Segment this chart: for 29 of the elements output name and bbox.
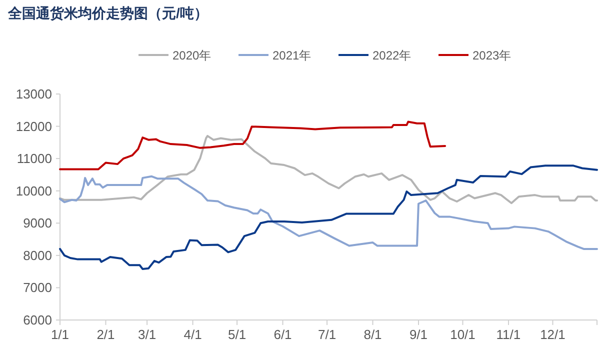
y-tick-label: 11000	[16, 151, 52, 166]
y-tick-label: 13000	[16, 86, 52, 102]
legend-label: 2020年	[172, 48, 212, 62]
x-tick-label: 2/1	[96, 327, 115, 342]
y-tick-label: 7000	[23, 280, 52, 296]
y-tick-label: 6000	[23, 312, 52, 328]
x-tick-label: 11/1	[496, 327, 521, 342]
x-tick-label: 3/1	[138, 327, 156, 342]
line-series	[59, 134, 598, 204]
x-tick-label: 5/1	[228, 327, 246, 342]
x-tick-label: 4/1	[184, 327, 202, 342]
y-tick-label: 12000	[16, 118, 52, 134]
title: 全国通货米均价走势图（元/吨）	[8, 5, 208, 21]
line-series	[59, 175, 598, 250]
x-tick-label: 9/1	[409, 327, 428, 342]
x-tick-label: 8/1	[364, 327, 382, 342]
legend-label: 2023年	[472, 48, 512, 62]
legend-label: 2022年	[372, 48, 412, 62]
legend-label: 2021年	[272, 48, 312, 62]
line-series	[59, 164, 598, 270]
x-tick-label: 7/1	[318, 327, 336, 342]
y-tick-label: 10000	[16, 183, 52, 198]
y-tick-label: 9000	[23, 216, 52, 231]
x-tick-label: 10/1	[450, 327, 476, 342]
x-tick-label: 12/1	[540, 327, 566, 342]
x-tick-label: 6/1	[274, 327, 292, 342]
y-tick-label: 8000	[23, 248, 52, 263]
x-tick-label: 1/1	[50, 327, 70, 342]
line-series	[59, 120, 446, 170]
